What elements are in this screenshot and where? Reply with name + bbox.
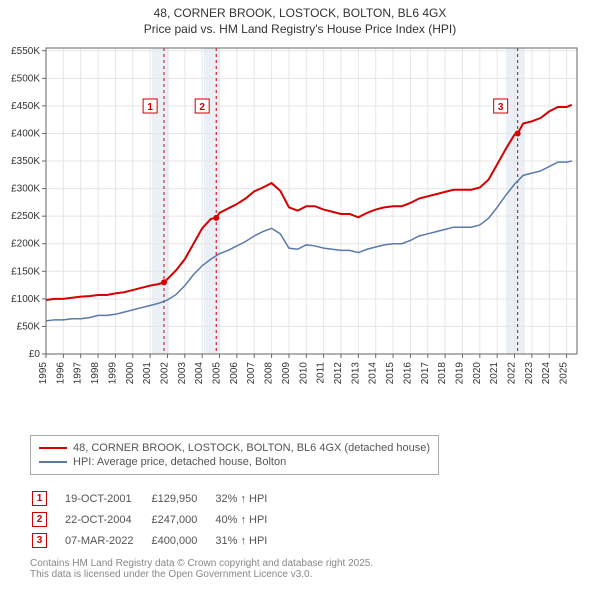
x-tick-label: 2006 bbox=[229, 362, 240, 385]
event-pct: 31% ↑ HPI bbox=[215, 531, 283, 550]
x-tick-label: 2002 bbox=[159, 362, 170, 385]
y-tick-label: £200K bbox=[11, 239, 40, 250]
x-tick-label: 2017 bbox=[420, 362, 431, 385]
y-tick-label: £550K bbox=[11, 46, 40, 57]
event-row: 2 22-OCT-2004£247,00040% ↑ HPI bbox=[32, 510, 283, 529]
x-tick-label: 2009 bbox=[281, 362, 292, 385]
y-tick-label: £50K bbox=[17, 321, 41, 332]
x-tick-label: 2011 bbox=[316, 362, 327, 384]
x-tick-label: 2013 bbox=[350, 362, 361, 385]
x-tick-label: 1999 bbox=[107, 362, 118, 385]
y-tick-label: £350K bbox=[11, 156, 40, 167]
y-tick-label: £500K bbox=[11, 73, 40, 84]
event-price: £400,000 bbox=[151, 531, 213, 550]
x-tick-label: 1998 bbox=[90, 362, 101, 385]
page-title: 48, CORNER BROOK, LOSTOCK, BOLTON, BL6 4… bbox=[0, 6, 600, 20]
x-tick-label: 2010 bbox=[298, 362, 309, 385]
x-tick-label: 2008 bbox=[264, 362, 275, 385]
x-tick-label: 2005 bbox=[212, 362, 223, 385]
x-tick-label: 2023 bbox=[524, 362, 535, 385]
event-label-num: 2 bbox=[199, 102, 205, 113]
x-tick-label: 1995 bbox=[38, 362, 49, 385]
event-pct: 40% ↑ HPI bbox=[215, 510, 283, 529]
y-tick-label: £300K bbox=[11, 184, 40, 195]
legend-swatch bbox=[39, 447, 67, 449]
legend-label: HPI: Average price, detached house, Bolt… bbox=[73, 456, 286, 468]
x-tick-label: 2014 bbox=[368, 362, 379, 385]
x-tick-label: 2020 bbox=[472, 362, 483, 385]
y-tick-label: £150K bbox=[11, 266, 40, 277]
x-tick-label: 2003 bbox=[177, 362, 188, 385]
page-subtitle: Price paid vs. HM Land Registry's House … bbox=[0, 22, 600, 36]
x-tick-label: 2016 bbox=[402, 362, 413, 385]
y-tick-label: £250K bbox=[11, 211, 40, 222]
event-table: 1 19-OCT-2001£129,95032% ↑ HPI 2 22-OCT-200… bbox=[30, 487, 285, 552]
attribution-line: Contains HM Land Registry data © Crown c… bbox=[30, 558, 600, 569]
event-date: 07-MAR-2022 bbox=[65, 531, 149, 550]
legend-item: 48, CORNER BROOK, LOSTOCK, BOLTON, BL6 4… bbox=[39, 442, 430, 454]
event-label-num: 3 bbox=[498, 102, 504, 113]
x-tick-label: 2007 bbox=[246, 362, 257, 385]
y-tick-label: £400K bbox=[11, 128, 40, 139]
y-tick-label: £100K bbox=[11, 294, 40, 305]
x-tick-label: 2022 bbox=[507, 362, 518, 385]
legend: 48, CORNER BROOK, LOSTOCK, BOLTON, BL6 4… bbox=[30, 435, 439, 475]
x-tick-label: 1997 bbox=[73, 362, 84, 385]
x-tick-label: 2012 bbox=[333, 362, 344, 385]
price-marker bbox=[161, 279, 167, 285]
event-marker: 2 bbox=[32, 512, 47, 527]
attribution-line: This data is licensed under the Open Gov… bbox=[30, 569, 600, 580]
y-tick-label: £450K bbox=[11, 101, 40, 112]
price-marker bbox=[515, 130, 521, 136]
x-tick-label: 2025 bbox=[559, 362, 570, 385]
event-marker: 1 bbox=[32, 491, 47, 506]
x-tick-label: 2000 bbox=[125, 362, 136, 385]
event-label-num: 1 bbox=[147, 102, 153, 113]
x-tick-label: 2021 bbox=[489, 362, 500, 385]
attribution: Contains HM Land Registry data © Crown c… bbox=[30, 558, 600, 580]
x-tick-label: 2015 bbox=[385, 362, 396, 385]
event-price: £247,000 bbox=[151, 510, 213, 529]
event-row: 3 07-MAR-2022£400,00031% ↑ HPI bbox=[32, 531, 283, 550]
legend-label: 48, CORNER BROOK, LOSTOCK, BOLTON, BL6 4… bbox=[73, 442, 430, 454]
event-price: £129,950 bbox=[151, 489, 213, 508]
legend-swatch bbox=[39, 461, 67, 463]
x-tick-label: 2001 bbox=[142, 362, 153, 385]
x-tick-label: 2004 bbox=[194, 362, 205, 385]
price-chart: £0 £50K £100K £150K £200K £250K £300K £350K £400… bbox=[0, 42, 585, 422]
event-date: 22-OCT-2004 bbox=[65, 510, 149, 529]
price-marker bbox=[213, 215, 219, 221]
x-tick-label: 2024 bbox=[541, 362, 552, 385]
event-row: 1 19-OCT-2001£129,95032% ↑ HPI bbox=[32, 489, 283, 508]
y-tick-label: £0 bbox=[29, 349, 41, 360]
x-tick-label: 2018 bbox=[437, 362, 448, 385]
event-marker: 3 bbox=[32, 533, 47, 548]
legend-item: HPI: Average price, detached house, Bolt… bbox=[39, 456, 430, 468]
x-tick-label: 2019 bbox=[454, 362, 465, 385]
event-pct: 32% ↑ HPI bbox=[215, 489, 283, 508]
x-tick-label: 1996 bbox=[55, 362, 66, 385]
event-date: 19-OCT-2001 bbox=[65, 489, 149, 508]
